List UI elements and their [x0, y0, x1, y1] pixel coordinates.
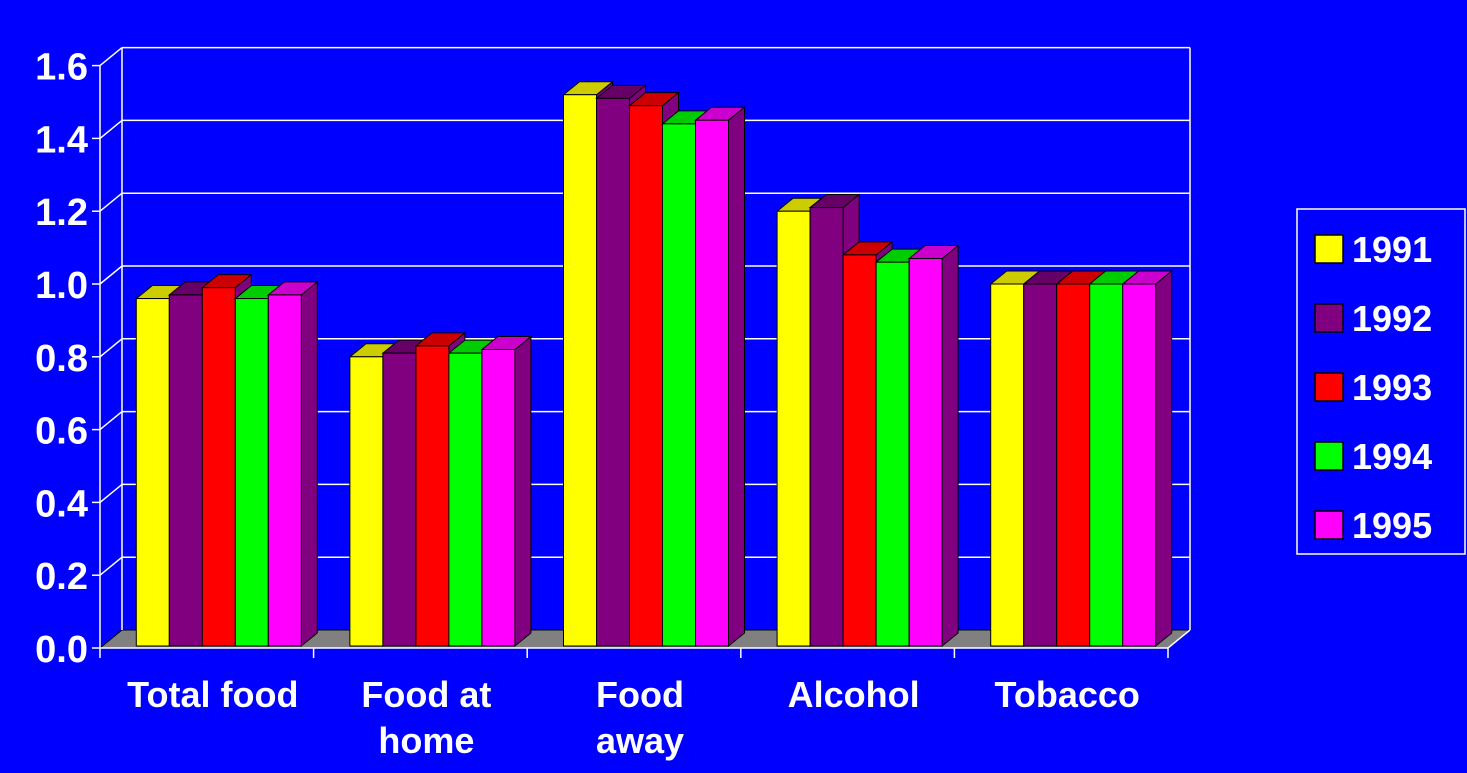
x-tick-label-line: Total food: [127, 674, 298, 715]
legend-label-1991: 1991: [1352, 229, 1432, 270]
gridline-side: [99, 556, 123, 576]
bar-front: [662, 123, 696, 647]
bar-side: [941, 244, 959, 648]
bar-front: [201, 287, 236, 647]
bar-front: [448, 352, 483, 647]
gridline-side: [99, 119, 123, 139]
x-tick-label-line: Food at: [361, 674, 491, 715]
legend-swatch-1994: [1314, 441, 1344, 471]
gridline-side: [99, 483, 123, 503]
bar-front: [481, 349, 516, 647]
legend-label-1993: 1993: [1352, 367, 1432, 408]
x-tick-label: Food at home: [361, 674, 491, 761]
bar-front: [234, 298, 269, 647]
x-tick-label-line: Tobacco: [995, 674, 1140, 715]
x-tick-label-line: Food: [596, 674, 684, 715]
x-tick-label-line: home: [378, 720, 474, 761]
bar-front: [695, 119, 729, 647]
bar-front: [908, 258, 943, 647]
bar-front: [875, 261, 910, 647]
y-tick-label: 1.0: [35, 265, 88, 307]
x-tick-labels: Total food Food at home Food away Alcohol Toba…: [127, 674, 1140, 761]
bar-front: [267, 294, 302, 647]
y-tick-label: 1.4: [35, 119, 88, 161]
bar-front: [382, 352, 417, 647]
bar-front: [776, 210, 811, 647]
bar-side: [728, 106, 745, 648]
bar-front: [842, 254, 877, 647]
legend: 1991 1992 1993 1994 1995: [1296, 208, 1466, 555]
y-tick-label: 1.6: [35, 47, 88, 89]
y-tick-label: 0.2: [35, 556, 88, 598]
legend-swatch-1991: [1314, 234, 1344, 264]
y-tick-label: 0.0: [35, 629, 88, 671]
bar-food-away-1995: [694, 106, 746, 648]
bar-food-at-home-1995: [480, 335, 533, 648]
bar-front: [990, 283, 1025, 647]
legend-swatch-1992: [1314, 303, 1344, 333]
axes: [92, 47, 1191, 658]
bar-front: [596, 97, 630, 647]
y-tick-label: 1.2: [35, 192, 88, 234]
bar-front: [1056, 283, 1091, 647]
x-tick-label-line: Alcohol: [788, 674, 920, 715]
legend-label-1994: 1994: [1352, 436, 1432, 477]
x-axis-depth: [1167, 629, 1191, 649]
gridline-side: [99, 192, 123, 212]
bar-front: [415, 345, 450, 647]
bar-front: [168, 294, 203, 647]
bar-side: [1155, 269, 1173, 648]
x-tick-label: Tobacco: [995, 674, 1140, 715]
bar-alcohol-1995: [907, 244, 960, 648]
x-tick-label-line: away: [596, 720, 684, 761]
gridline-side: [99, 47, 123, 67]
legend-swatch-1995: [1314, 510, 1344, 540]
bar-front: [809, 207, 844, 647]
bar-side: [514, 335, 532, 648]
bar-front: [629, 105, 663, 647]
gridline-side: [99, 265, 123, 285]
gridline-side: [99, 338, 123, 358]
bar-front: [1089, 283, 1124, 647]
bar-front: [563, 94, 597, 647]
y-tick-labels: 0.0 0.2 0.4 0.6 0.8 1.0 1.2 1.4 1.6: [35, 47, 88, 671]
bar-front: [1122, 283, 1157, 647]
x-tick-label: Alcohol: [788, 674, 920, 715]
y-tick-label: 0.4: [35, 483, 88, 525]
bar-tobacco-1995: [1121, 269, 1174, 648]
legend-label-1995: 1995: [1352, 505, 1432, 546]
y-tick-label: 0.8: [35, 338, 88, 380]
legend-swatch-1993: [1314, 372, 1344, 402]
bar-front: [1023, 283, 1058, 647]
bar-front: [349, 356, 384, 647]
x-tick-label: Food away: [596, 674, 684, 761]
legend-label-1992: 1992: [1352, 298, 1432, 339]
bar-side: [300, 280, 318, 648]
bars: [134, 80, 1174, 648]
y-tick-label: 0.6: [35, 411, 88, 453]
bar-front: [135, 298, 170, 647]
x-tick-label: Total food: [127, 674, 298, 715]
gridline-side: [99, 411, 123, 431]
legend-box: [1296, 208, 1466, 555]
bar-total-food-1995: [266, 280, 319, 648]
